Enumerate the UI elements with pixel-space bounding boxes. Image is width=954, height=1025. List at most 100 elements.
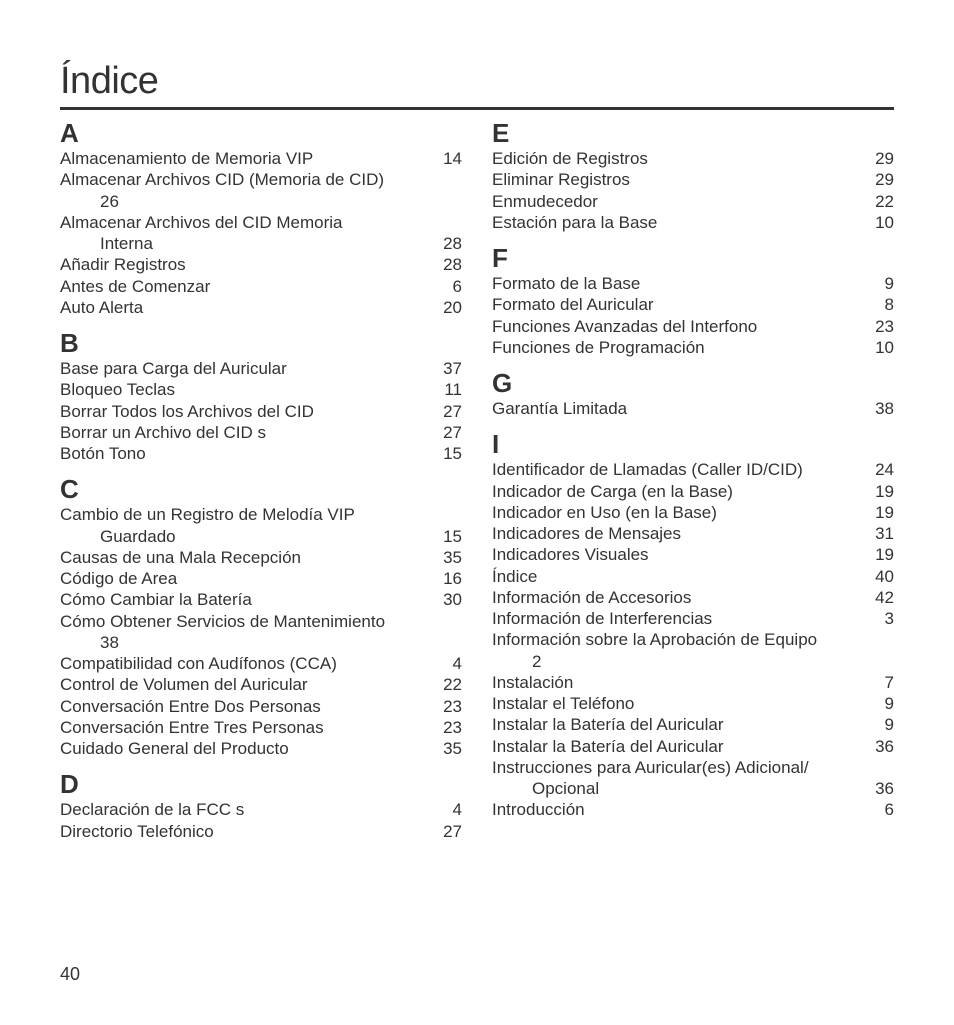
entry-text: Bloqueo Teclas [60, 379, 432, 400]
index-entry: Cuidado General del Producto35 [60, 738, 462, 759]
entry-page: 22 [864, 191, 894, 212]
entry-text: Almacenamiento de Memoria VIP [60, 148, 432, 169]
entry-page: 36 [864, 736, 894, 757]
index-entry: Base para Carga del Auricular37 [60, 358, 462, 379]
index-entry: Edición de Registros29 [492, 148, 894, 169]
entry-text: Instalar el Teléfono [492, 693, 864, 714]
entry-text: Auto Alerta [60, 297, 432, 318]
index-entry: Código de Area16 [60, 568, 462, 589]
entry-text: Indicadores de Mensajes [492, 523, 864, 544]
entry-page: 9 [864, 273, 894, 294]
entry-page: 15 [432, 443, 462, 464]
entry-text: Instalar la Batería del Auricular [492, 714, 864, 735]
index-entry: Cómo Obtener Servicios de Mantenimiento3… [60, 611, 462, 654]
entry-text: Base para Carga del Auricular [60, 358, 432, 379]
entry-text: Estación para la Base [492, 212, 864, 233]
entry-text: Garantía Limitada [492, 398, 864, 419]
index-entry: Información de Accesorios42 [492, 587, 894, 608]
index-entry: Identificador de Llamadas (Caller ID/CID… [492, 459, 894, 480]
entry-page: 20 [432, 297, 462, 318]
entry-page: 38 [864, 398, 894, 419]
entry-text: Conversación Entre Tres Personas [60, 717, 432, 738]
index-entry: Indicadores Visuales19 [492, 544, 894, 565]
entry-text: Identificador de Llamadas (Caller ID/CID… [492, 459, 864, 480]
index-entry: Botón Tono15 [60, 443, 462, 464]
index-entry: Borrar Todos los Archivos del CID27 [60, 401, 462, 422]
index-entry: Garantía Limitada38 [492, 398, 894, 419]
entry-text: Formato del Auricular [492, 294, 864, 315]
entry-page: 23 [864, 316, 894, 337]
index-entry: Formato del Auricular8 [492, 294, 894, 315]
entry-page: 27 [432, 422, 462, 443]
entry-text: Indicador de Carga (en la Base) [492, 481, 864, 502]
entry-text: Antes de Comenzar [60, 276, 432, 297]
index-entry: Almacenar Archivos del CID MemoriaIntern… [60, 212, 462, 255]
entry-text: Formato de la Base [492, 273, 864, 294]
entry-page: 11 [432, 379, 462, 400]
entry-page: 27 [432, 821, 462, 842]
entry-text: Control de Volumen del Auricular [60, 674, 432, 695]
index-entry: Directorio Telefónico27 [60, 821, 462, 842]
index-entry: Instrucciones para Auricular(es) Adicion… [492, 757, 894, 800]
index-letter: B [60, 330, 462, 356]
index-entry: Declaración de la FCC s4 [60, 799, 462, 820]
entry-page: 19 [864, 544, 894, 565]
index-letter: E [492, 120, 894, 146]
entry-text: Instalación [492, 672, 864, 693]
index-entry: Instalar la Batería del Auricular36 [492, 736, 894, 757]
index-entry: Bloqueo Teclas11 [60, 379, 462, 400]
entry-text: Enmudecedor [492, 191, 864, 212]
entry-page: 4 [432, 653, 462, 674]
entry-page: 14 [432, 148, 462, 169]
entry-text: Botón Tono [60, 443, 432, 464]
entry-text: Índice [492, 566, 864, 587]
index-entry: Instalar el Teléfono9 [492, 693, 894, 714]
entry-page: 6 [432, 276, 462, 297]
entry-text: Compatibilidad con Audífonos (CCA) [60, 653, 432, 674]
entry-page: 23 [432, 696, 462, 717]
index-letter: D [60, 771, 462, 797]
index-entry: Instalación7 [492, 672, 894, 693]
entry-text: Borrar Todos los Archivos del CID [60, 401, 432, 422]
index-entry: Control de Volumen del Auricular22 [60, 674, 462, 695]
entry-page: 31 [864, 523, 894, 544]
entry-text: Borrar un Archivo del CID s [60, 422, 432, 443]
entry-text: Funciones de Programación [492, 337, 864, 358]
entry-page: 9 [864, 693, 894, 714]
entry-text: Indicador en Uso (en la Base) [492, 502, 864, 523]
index-entry: Instalar la Batería del Auricular9 [492, 714, 894, 735]
index-entry: Estación para la Base10 [492, 212, 894, 233]
entry-page: 10 [864, 212, 894, 233]
entry-page: 19 [864, 502, 894, 523]
entry-page: 35 [432, 547, 462, 568]
index-entry: Introducción6 [492, 799, 894, 820]
index-entry: Causas de una Mala Recepción35 [60, 547, 462, 568]
entry-page: 4 [432, 799, 462, 820]
index-title: Índice [60, 60, 894, 110]
entry-page: 22 [432, 674, 462, 695]
entry-page: 24 [864, 459, 894, 480]
index-columns: AAlmacenamiento de Memoria VIP14Almacena… [60, 120, 894, 842]
entry-text: Conversación Entre Dos Personas [60, 696, 432, 717]
index-entry: Enmudecedor22 [492, 191, 894, 212]
entry-text: Directorio Telefónico [60, 821, 432, 842]
index-entry: Almacenamiento de Memoria VIP14 [60, 148, 462, 169]
index-entry: Compatibilidad con Audífonos (CCA)4 [60, 653, 462, 674]
entry-text: Eliminar Registros [492, 169, 864, 190]
entry-page: 8 [864, 294, 894, 315]
index-entry: Antes de Comenzar6 [60, 276, 462, 297]
index-entry: Formato de la Base9 [492, 273, 894, 294]
entry-text: Introducción [492, 799, 864, 820]
left-column: AAlmacenamiento de Memoria VIP14Almacena… [60, 120, 462, 842]
index-entry: Indicador de Carga (en la Base)19 [492, 481, 894, 502]
entry-text: Declaración de la FCC s [60, 799, 432, 820]
entry-page: 16 [432, 568, 462, 589]
entry-text: Edición de Registros [492, 148, 864, 169]
entry-text: Información de Interferencias [492, 608, 864, 629]
entry-page: 29 [864, 169, 894, 190]
entry-text: Código de Area [60, 568, 432, 589]
entry-page: 37 [432, 358, 462, 379]
entry-text: Cuidado General del Producto [60, 738, 432, 759]
entry-page: 23 [432, 717, 462, 738]
index-entry: Almacenar Archivos CID (Memoria de CID)2… [60, 169, 462, 212]
